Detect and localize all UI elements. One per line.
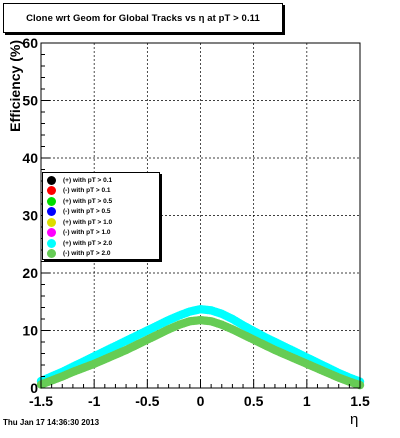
legend-label: (+) with pT > 2.0 — [63, 239, 113, 247]
y-tick-label: 30 — [22, 208, 38, 224]
legend-label: (-) with pT > 0.1 — [63, 187, 111, 195]
legend-label: (+) with pT > 0.1 — [63, 176, 113, 184]
legend-marker-icon — [47, 249, 56, 259]
legend-marker-icon — [47, 186, 56, 196]
legend-marker-icon — [47, 196, 56, 206]
x-tick-label: -0.5 — [135, 393, 159, 409]
legend-item: (+) with pT > 2.0 — [47, 238, 159, 249]
timestamp: Thu Jan 17 14:36:30 2013 — [3, 418, 100, 427]
legend-marker-icon — [47, 207, 56, 217]
legend-marker-icon — [47, 217, 56, 227]
x-tick-label: -1 — [88, 393, 101, 409]
legend-item: (+) with pT > 0.1 — [47, 175, 159, 186]
legend-item: (-) with pT > 2.0 — [47, 249, 159, 260]
y-tick-label: 20 — [22, 265, 38, 281]
legend-label: (-) with pT > 0.5 — [63, 208, 111, 216]
legend-label: (+) with pT > 0.5 — [63, 197, 113, 205]
x-tick-label: 0.5 — [244, 393, 264, 409]
legend-label: (+) with pT > 1.0 — [63, 218, 113, 226]
y-axis-label: Efficiency (%) — [7, 40, 23, 132]
legend-label: (-) with pT > 1.0 — [63, 229, 111, 237]
x-axis-label: η — [350, 411, 358, 428]
legend-item: (+) with pT > 1.0 — [47, 217, 159, 228]
legend-item: (+) with pT > 0.5 — [47, 196, 159, 207]
chart-title: Clone wrt Geom for Global Tracks vs η at… — [3, 3, 283, 33]
legend: (+) with pT > 0.1 (-) with pT > 0.1 (+) wi… — [42, 172, 160, 260]
y-tick-label: 40 — [22, 150, 38, 166]
y-tick-label: 0 — [30, 380, 38, 396]
x-tick-label: -1.5 — [29, 393, 53, 409]
x-tick-label: 1.5 — [350, 393, 370, 409]
y-tick-label: 60 — [22, 35, 38, 51]
x-tick-label: 0 — [197, 393, 205, 409]
legend-marker-icon — [47, 228, 56, 238]
data-series — [36, 315, 365, 390]
legend-marker-icon — [47, 175, 56, 185]
x-tick-label: 1 — [303, 393, 311, 409]
legend-item: (-) with pT > 0.5 — [47, 207, 159, 218]
y-tick-label: 50 — [22, 93, 38, 109]
legend-item: (-) with pT > 0.1 — [47, 186, 159, 197]
y-tick-label: 10 — [22, 323, 38, 339]
legend-marker-icon — [47, 238, 56, 248]
legend-item: (-) with pT > 1.0 — [47, 228, 159, 239]
legend-label: (-) with pT > 2.0 — [63, 250, 111, 258]
